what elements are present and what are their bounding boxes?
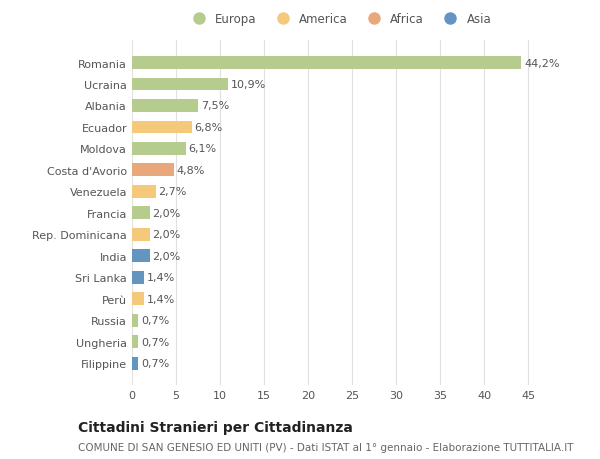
- Text: 1,4%: 1,4%: [147, 294, 175, 304]
- Text: 4,8%: 4,8%: [177, 166, 205, 175]
- Text: 10,9%: 10,9%: [230, 80, 266, 90]
- Bar: [132, 100, 198, 113]
- Bar: [132, 229, 149, 241]
- Bar: [132, 207, 149, 220]
- Bar: [132, 143, 186, 156]
- Bar: [132, 164, 174, 177]
- Bar: [132, 121, 192, 134]
- Text: 7,5%: 7,5%: [201, 101, 229, 111]
- Bar: [132, 271, 145, 284]
- Bar: [132, 314, 138, 327]
- Text: 0,7%: 0,7%: [141, 337, 169, 347]
- Text: COMUNE DI SAN GENESIO ED UNITI (PV) - Dati ISTAT al 1° gennaio - Elaborazione TU: COMUNE DI SAN GENESIO ED UNITI (PV) - Da…: [78, 442, 574, 452]
- Bar: [132, 293, 145, 306]
- Bar: [132, 250, 149, 263]
- Text: 1,4%: 1,4%: [147, 273, 175, 283]
- Bar: [132, 185, 156, 198]
- Text: 0,7%: 0,7%: [141, 316, 169, 325]
- Bar: [132, 57, 521, 70]
- Text: 0,7%: 0,7%: [141, 358, 169, 369]
- Legend: Europa, America, Africa, Asia: Europa, America, Africa, Asia: [187, 13, 491, 26]
- Text: 2,7%: 2,7%: [158, 187, 187, 197]
- Text: 6,1%: 6,1%: [188, 144, 217, 154]
- Text: 2,0%: 2,0%: [152, 208, 181, 218]
- Text: 44,2%: 44,2%: [524, 58, 559, 68]
- Bar: [132, 78, 228, 91]
- Bar: [132, 336, 138, 348]
- Text: 2,0%: 2,0%: [152, 252, 181, 261]
- Text: Cittadini Stranieri per Cittadinanza: Cittadini Stranieri per Cittadinanza: [78, 420, 353, 434]
- Text: 6,8%: 6,8%: [194, 123, 223, 133]
- Text: 2,0%: 2,0%: [152, 230, 181, 240]
- Bar: [132, 357, 138, 370]
